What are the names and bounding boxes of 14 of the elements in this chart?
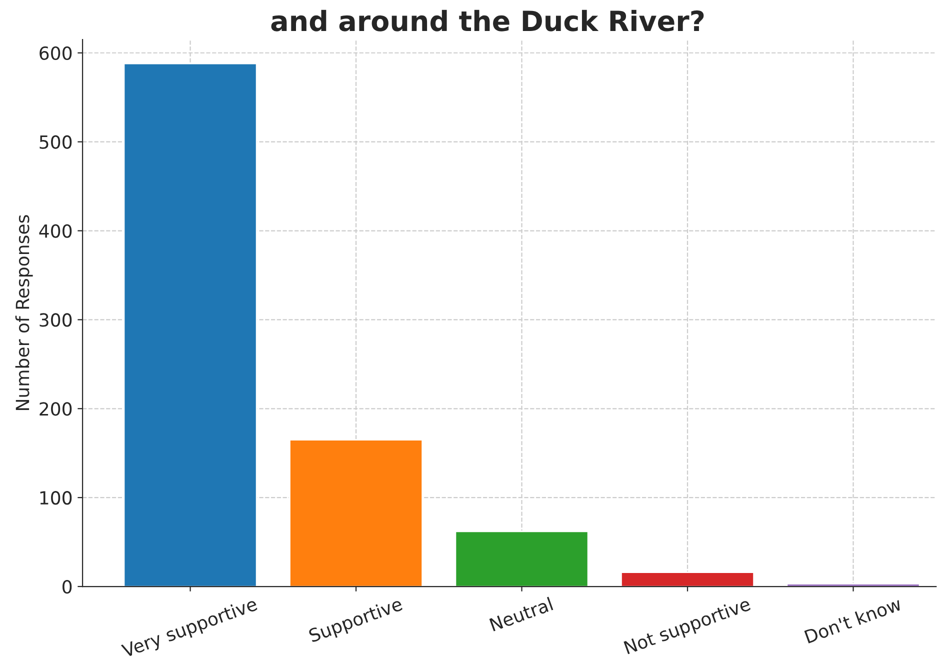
x-tick-label: Don't know [804, 596, 902, 644]
y-tick-label: 300 [40, 313, 72, 327]
y-tick-label: 500 [40, 135, 72, 149]
y-tick-label: 100 [40, 491, 72, 505]
y-tick-label: 600 [40, 46, 72, 60]
bar [289, 439, 424, 587]
chart-title: and around the Duck River? [271, 10, 704, 32]
y-axis-title: Number of Responses [15, 215, 33, 410]
bar [123, 62, 258, 587]
bar [620, 572, 754, 587]
y-tick-label: 400 [39, 224, 72, 238]
y-tick-label: 0 [62, 580, 72, 594]
bar [454, 530, 589, 587]
y-tick-label: 200 [40, 402, 72, 416]
